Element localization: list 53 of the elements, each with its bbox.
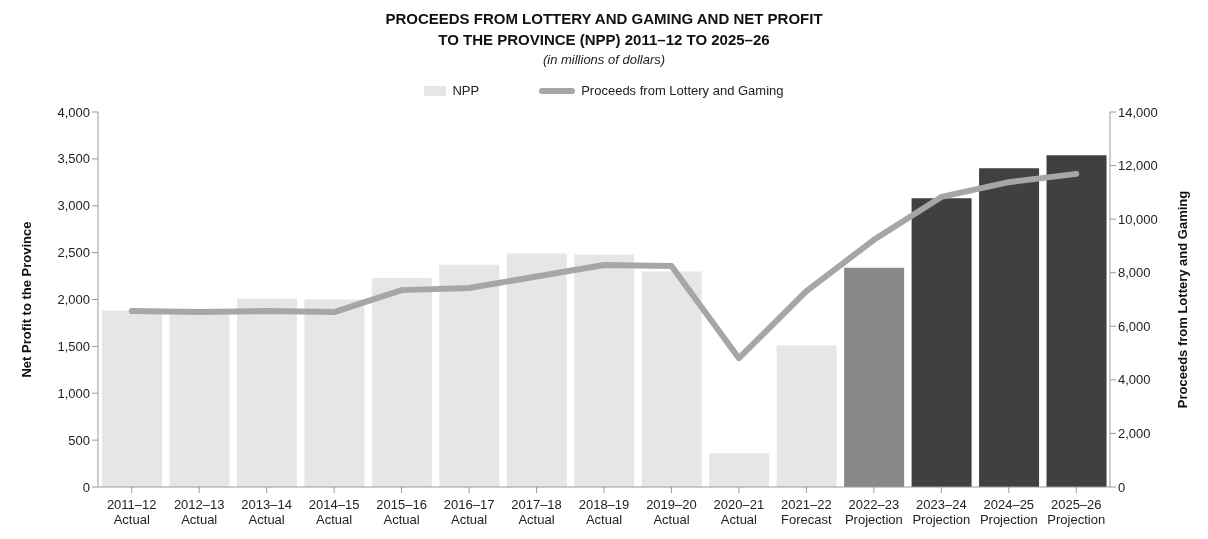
y2-tick-label: 4,000 (1118, 372, 1151, 388)
y-tick-label: 3,000 (57, 198, 90, 214)
y-axis-title: Net Profit to the Province (18, 221, 34, 378)
bar (776, 345, 837, 487)
bar (844, 267, 905, 487)
x-tick-label: 2018–19 Actual (578, 497, 630, 527)
x-tick-label: 2012–13 Actual (173, 497, 225, 527)
bar (236, 298, 297, 487)
bar (439, 264, 500, 487)
x-tick-label: 2023–24 Projection (912, 497, 971, 527)
x-tick-label: 2017–18 Actual (511, 497, 562, 527)
bar (102, 310, 162, 487)
y-tick-label: 500 (68, 432, 90, 448)
bar (979, 168, 1040, 487)
y2-tick-label: 0 (1118, 479, 1126, 495)
bar (911, 198, 972, 487)
y2-tick-label: 10,000 (1118, 211, 1158, 227)
x-tick-label: 2015–16 Actual (376, 497, 427, 527)
y-tick-label: 3,500 (57, 151, 90, 167)
y2-axis-title: Proceeds from Lottery and Gaming (1174, 190, 1190, 409)
y-tick-label: 1,000 (57, 385, 90, 401)
y-tick-label: 2,500 (57, 245, 90, 261)
x-tick-label: 2024–25 Projection (979, 497, 1038, 527)
chart-title: PROCEEDS FROM LOTTERY AND GAMING AND NET PROFIT TO THE PROVINCE (NPP) 2011–12 TO 2025–26 (384, 9, 824, 50)
bar (371, 277, 432, 487)
y2-tick-label: 2,000 (1118, 426, 1151, 442)
x-tick-label: 2025–26 Projection (1047, 497, 1106, 527)
y2-tick-label: 12,000 (1118, 158, 1158, 174)
x-tick-label: 2022–23 Projection (844, 497, 903, 527)
y-tick-label: 0 (82, 479, 90, 495)
x-tick-label: 2021–22 Forecast (781, 497, 833, 527)
bar (641, 271, 702, 487)
x-tick-label: 2013–14 Actual (241, 497, 292, 527)
bar (169, 314, 230, 487)
y-tick-label: 1,500 (57, 338, 90, 354)
y-tick-label: 2,000 (57, 292, 90, 308)
bar (1046, 155, 1107, 487)
x-tick-label: 2019–20 Actual (646, 497, 697, 527)
bar (304, 299, 365, 487)
y-tick-label: 4,000 (57, 104, 90, 120)
bar (506, 253, 567, 487)
x-tick-label: 2020–21 Actual (713, 497, 765, 527)
x-tick-label: 2016–17 Actual (443, 497, 495, 527)
y2-tick-label: 6,000 (1118, 318, 1151, 334)
y2-tick-label: 14,000 (1118, 104, 1158, 120)
x-tick-label: 2011–12 Actual (106, 497, 157, 527)
bar (574, 254, 635, 487)
legend-label: Proceeds from Lottery and Gaming (581, 83, 784, 98)
chart-subtitle: (in millions of dollars) (541, 52, 667, 67)
legend-label: NPP (452, 83, 480, 98)
y2-tick-label: 8,000 (1118, 265, 1151, 281)
bar (709, 453, 770, 487)
x-tick-label: 2014–15 Actual (308, 497, 360, 527)
